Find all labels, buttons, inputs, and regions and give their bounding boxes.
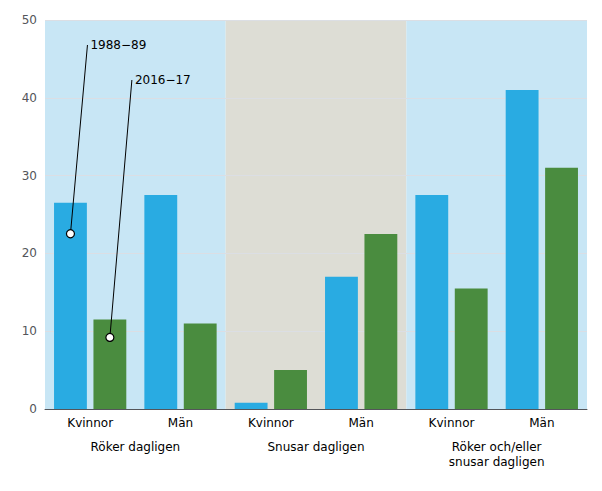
svg-text:0: 0: [29, 402, 37, 416]
svg-text:50: 50: [22, 13, 37, 27]
svg-text:Snusar dagligen: Snusar dagligen: [267, 440, 364, 454]
svg-text:2016−17: 2016−17: [135, 73, 191, 87]
svg-text:snusar dagligen: snusar dagligen: [449, 455, 545, 469]
svg-text:Röker dagligen: Röker dagligen: [91, 440, 181, 454]
svg-text:10: 10: [22, 324, 37, 338]
svg-text:Kvinnor: Kvinnor: [429, 416, 475, 430]
svg-text:Män: Män: [168, 416, 193, 430]
svg-text:40: 40: [22, 91, 37, 105]
svg-text:20: 20: [22, 246, 37, 260]
svg-text:Röker och/eller: Röker och/eller: [452, 440, 542, 454]
svg-text:Kvinnor: Kvinnor: [67, 416, 113, 430]
svg-text:30: 30: [22, 169, 37, 183]
svg-text:Kvinnor: Kvinnor: [248, 416, 294, 430]
svg-text:1988−89: 1988−89: [90, 38, 146, 52]
svg-text:Män: Män: [529, 416, 554, 430]
svg-text:Män: Män: [349, 416, 374, 430]
